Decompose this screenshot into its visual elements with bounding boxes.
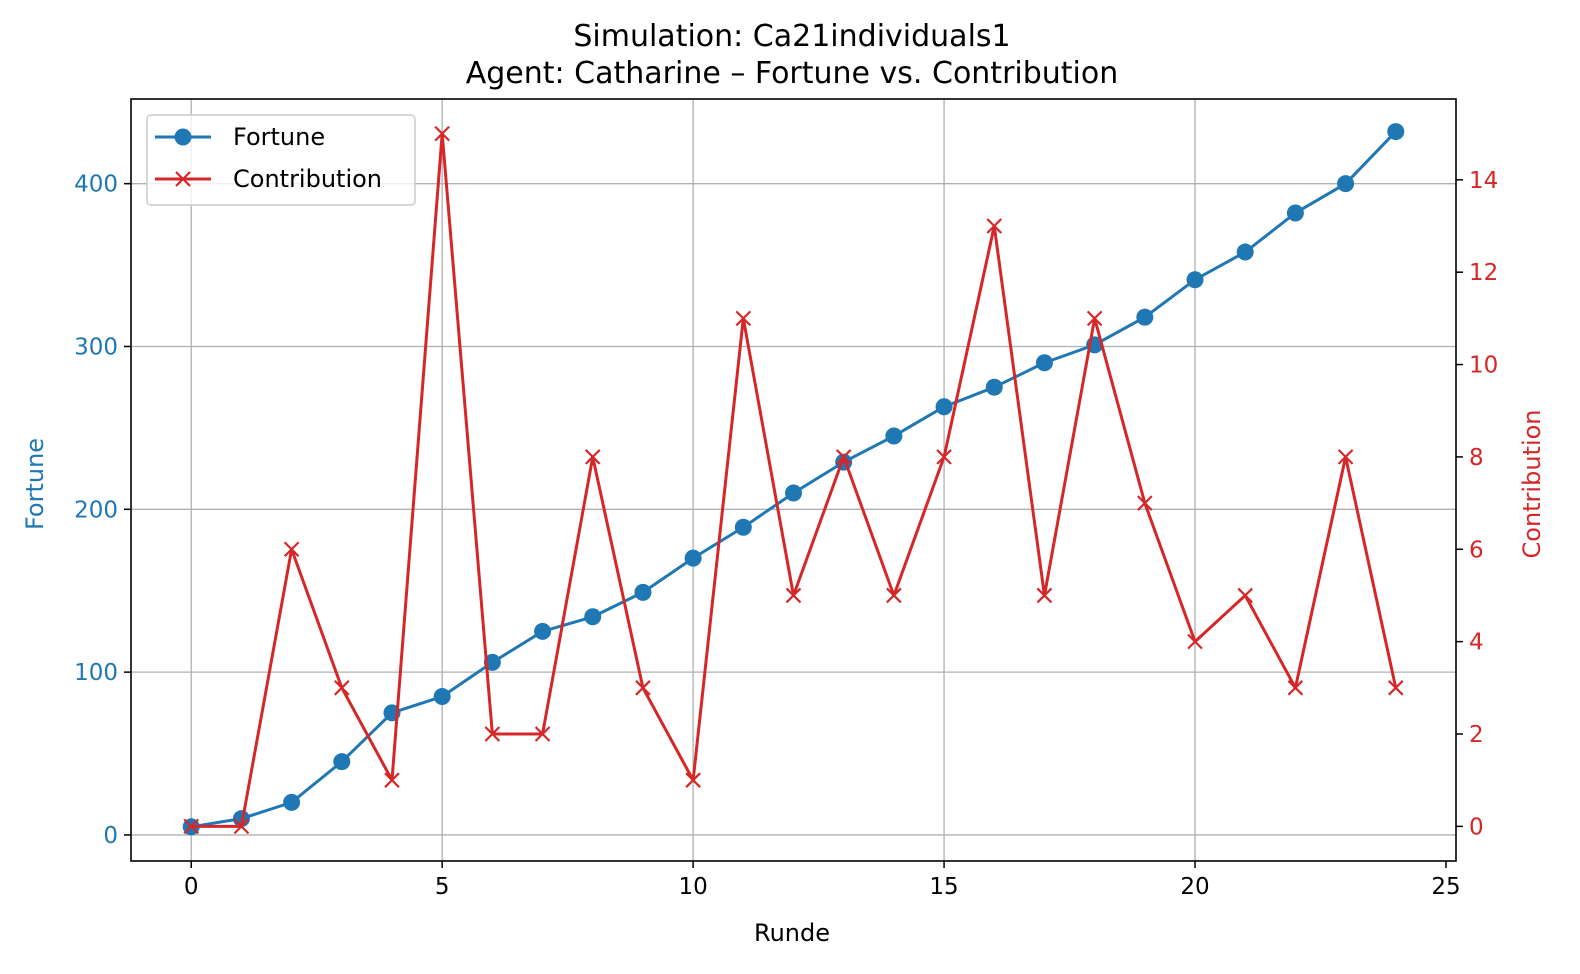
contribution-point xyxy=(1337,449,1354,465)
y-right-tick-label: 0 xyxy=(1469,814,1484,840)
contribution-point xyxy=(1287,680,1304,696)
contribution-point xyxy=(635,680,651,696)
y-left-tick-label: 200 xyxy=(74,497,118,523)
fortune-point xyxy=(1236,243,1254,261)
fortune-point xyxy=(734,518,752,536)
contribution-point xyxy=(283,541,300,558)
contribution-point xyxy=(384,772,400,788)
x-axis-label: Runde xyxy=(754,919,830,947)
x-tick-label: 20 xyxy=(1180,874,1209,900)
series-contribution xyxy=(183,125,1404,835)
contribution-point xyxy=(886,587,902,604)
fortune-point xyxy=(985,378,1003,396)
y-right-tick-label: 10 xyxy=(1469,353,1498,379)
legend-box xyxy=(146,114,416,206)
contribution-point xyxy=(1387,680,1404,696)
contribution-point xyxy=(1237,587,1253,604)
legend: Fortune Contribution xyxy=(146,114,416,206)
contribution-point xyxy=(584,449,601,465)
contribution-point xyxy=(183,818,200,835)
legend-contribution-marker xyxy=(175,171,191,187)
contribution-point xyxy=(936,449,952,465)
legend-fortune-label: Fortune xyxy=(233,123,325,151)
plot-series xyxy=(182,123,1405,836)
fortune-point xyxy=(283,793,301,811)
x-tick-label: 0 xyxy=(184,874,199,900)
fortune-point xyxy=(433,688,451,706)
legend-x-mark xyxy=(175,171,191,187)
fortune-point xyxy=(1136,308,1154,326)
y-right-tick-label: 8 xyxy=(1469,445,1484,471)
fortune-point xyxy=(885,427,903,445)
fortune-point xyxy=(333,753,351,771)
contribution-point xyxy=(785,587,802,604)
contribution-point xyxy=(685,772,701,788)
fortune-point xyxy=(584,608,602,626)
x-tick-label: 15 xyxy=(929,874,958,900)
y-left-tick-label: 300 xyxy=(74,334,118,360)
fortune-point xyxy=(634,583,652,601)
contribution-point xyxy=(735,310,752,327)
plot-frame xyxy=(130,98,1457,862)
chart-title-line-1: Simulation: Ca21individuals1 xyxy=(573,19,1010,54)
fortune-point xyxy=(1186,271,1204,289)
fortune-point xyxy=(785,484,802,502)
contribution-point xyxy=(835,449,852,465)
chart-title-line-2: Agent: Catharine – Fortune vs. Contribut… xyxy=(466,56,1119,91)
y-right-tick-label: 6 xyxy=(1469,537,1484,563)
contribution-point xyxy=(334,680,350,696)
series-fortune xyxy=(182,123,1405,836)
contribution-point xyxy=(1086,310,1103,327)
contribution-point xyxy=(434,125,450,142)
contribution-point xyxy=(484,726,501,742)
legend-fortune-marker xyxy=(174,128,192,146)
contribution-point xyxy=(986,218,1003,234)
y-right-tick-label: 4 xyxy=(1469,630,1484,656)
fortune-point xyxy=(1035,354,1053,372)
y-left-tick-label: 100 xyxy=(74,660,118,686)
fortune-point xyxy=(1387,123,1405,141)
contribution-point xyxy=(534,726,551,742)
axis-ticks: 0 5 10 15 20 25 0 100 200 300 400 0 2 4 6 8 10 12 14 xyxy=(74,168,1498,900)
y-right-tick-label: 12 xyxy=(1469,260,1498,286)
y-right-tick-label: 14 xyxy=(1469,168,1498,194)
y-left-tick-label: 0 xyxy=(103,823,118,849)
fortune-point xyxy=(684,549,702,567)
fortune-point xyxy=(534,622,552,640)
contribution-point xyxy=(1137,495,1153,511)
y-axis-right-label: Contribution xyxy=(1518,409,1546,558)
contribution-point xyxy=(1187,633,1203,650)
y-right-tick-label: 2 xyxy=(1469,722,1484,748)
y-axis-left-label: Fortune xyxy=(21,438,49,530)
x-tick-label: 5 xyxy=(435,874,450,900)
fortune-point xyxy=(1286,204,1304,222)
contribution-point xyxy=(233,818,250,835)
legend-contribution-label: Contribution xyxy=(233,165,382,193)
y-left-tick-label: 400 xyxy=(74,172,118,198)
fortune-point xyxy=(935,398,953,416)
grid xyxy=(131,99,1456,861)
fortune-point xyxy=(1337,175,1355,193)
x-tick-label: 10 xyxy=(678,874,707,900)
x-tick-label: 25 xyxy=(1431,874,1460,900)
contribution-point xyxy=(1036,587,1053,604)
